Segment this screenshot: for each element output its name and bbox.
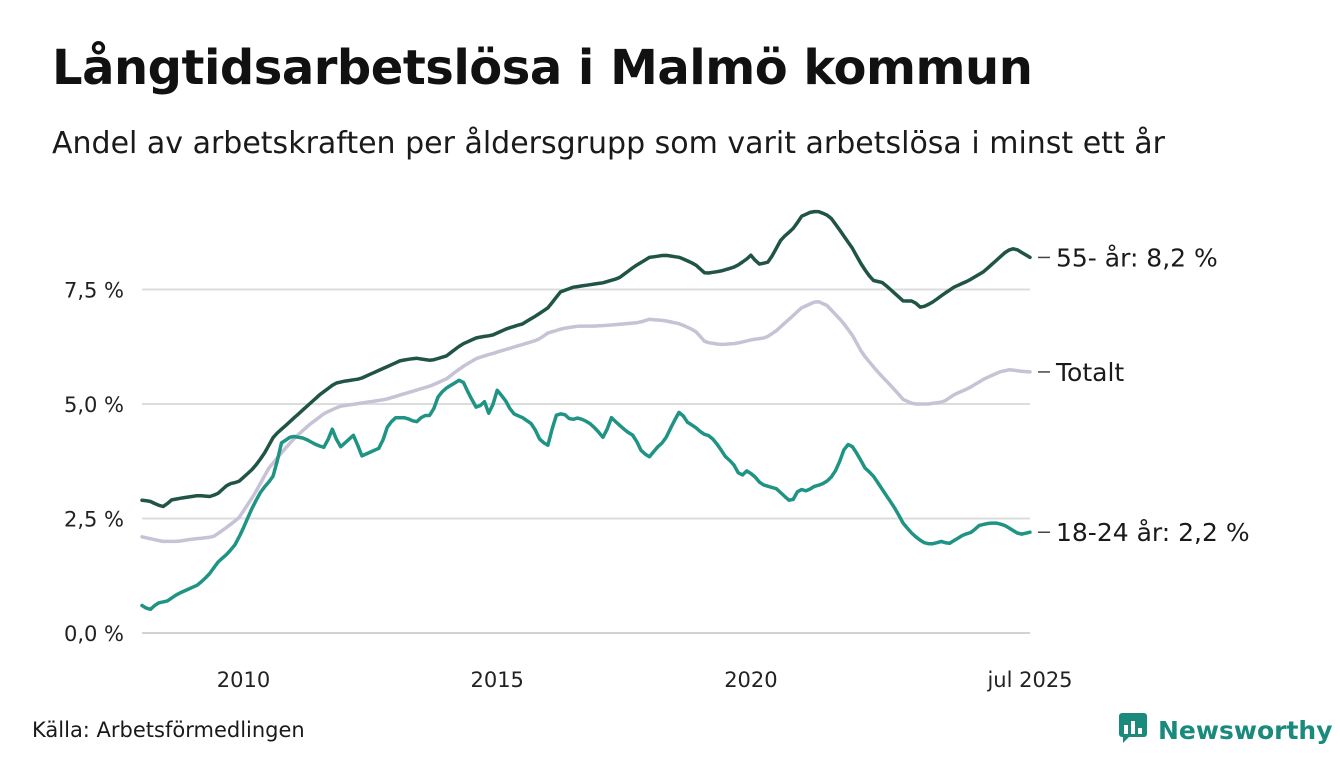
series-end-label: 55- år: 8,2 %	[1056, 243, 1218, 272]
series-line-totalt	[140, 299, 1032, 544]
page-subtitle: Andel av arbetskraften per åldersgrupp s…	[52, 126, 1165, 161]
x-tick-label: jul 2025	[986, 668, 1072, 692]
newsworthy-logo-icon	[1118, 712, 1148, 748]
x-tick-label: 2010	[217, 668, 270, 692]
series-end-label: 18-24 år: 2,2 %	[1056, 518, 1250, 547]
x-tick-label: 2020	[724, 668, 777, 692]
series-line-18-24-r	[140, 378, 1032, 612]
x-axis-tick-labels: 2010 2015 2020 jul 2025	[217, 668, 1073, 692]
series-end-label: Totalt	[1055, 358, 1124, 387]
y-tick-label: 2,5 %	[64, 508, 124, 532]
brand-logo[interactable]: Newsworthy	[1118, 712, 1333, 748]
series-lines	[140, 209, 1032, 612]
brand-name: Newsworthy	[1158, 715, 1333, 745]
grid-lines	[142, 288, 1030, 634]
x-tick-label: 2015	[470, 668, 523, 692]
source-note: Källa: Arbetsförmedlingen	[32, 718, 305, 742]
y-tick-label: 7,5 %	[64, 279, 124, 303]
y-axis-tick-labels: 0,0 % 2,5 % 5,0 % 7,5 %	[64, 279, 124, 647]
y-tick-label: 5,0 %	[64, 393, 124, 417]
series-line-55-r	[140, 209, 1032, 509]
series-end-labels: Totalt 18-24 år: 2,2 % 55- år: 8,2 %	[1038, 243, 1250, 547]
y-tick-label: 0,0 %	[64, 622, 124, 646]
page-title: Långtidsarbetslösa i Malmö kommun	[52, 40, 1033, 96]
